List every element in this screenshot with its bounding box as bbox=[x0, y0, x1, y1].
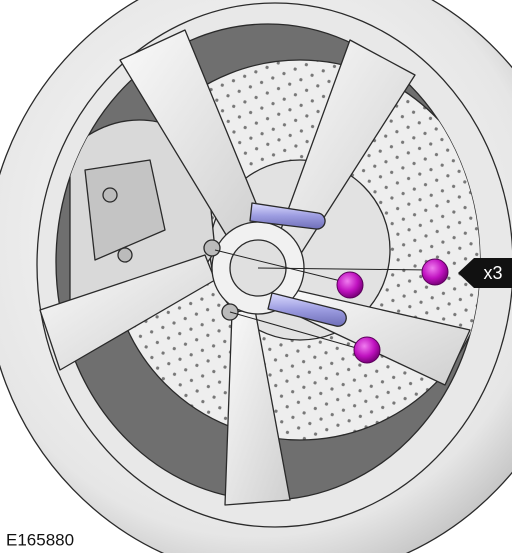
figure-id: E165880 bbox=[6, 530, 74, 549]
spokes bbox=[39, 29, 471, 506]
callout-arrow bbox=[458, 258, 512, 288]
callout-label: x3 bbox=[483, 263, 502, 283]
bolt bbox=[336, 271, 364, 299]
caliper-bolt bbox=[102, 187, 118, 203]
spoke bbox=[39, 254, 216, 371]
leader-line bbox=[257, 267, 431, 271]
leader-lines bbox=[214, 249, 431, 350]
guide-pin bbox=[267, 292, 347, 327]
bolt bbox=[353, 336, 381, 364]
guide-pin bbox=[249, 202, 326, 230]
caliper-bolt bbox=[117, 247, 133, 263]
leader-line bbox=[229, 311, 361, 350]
caliper-detail bbox=[84, 159, 166, 261]
stud-hole bbox=[203, 239, 221, 257]
bolt bbox=[421, 258, 449, 286]
spoke bbox=[224, 309, 291, 506]
leader-line bbox=[214, 249, 346, 283]
guide-pins bbox=[249, 202, 347, 327]
figure-id-bg bbox=[0, 526, 100, 553]
wheel-bolts bbox=[336, 258, 449, 364]
